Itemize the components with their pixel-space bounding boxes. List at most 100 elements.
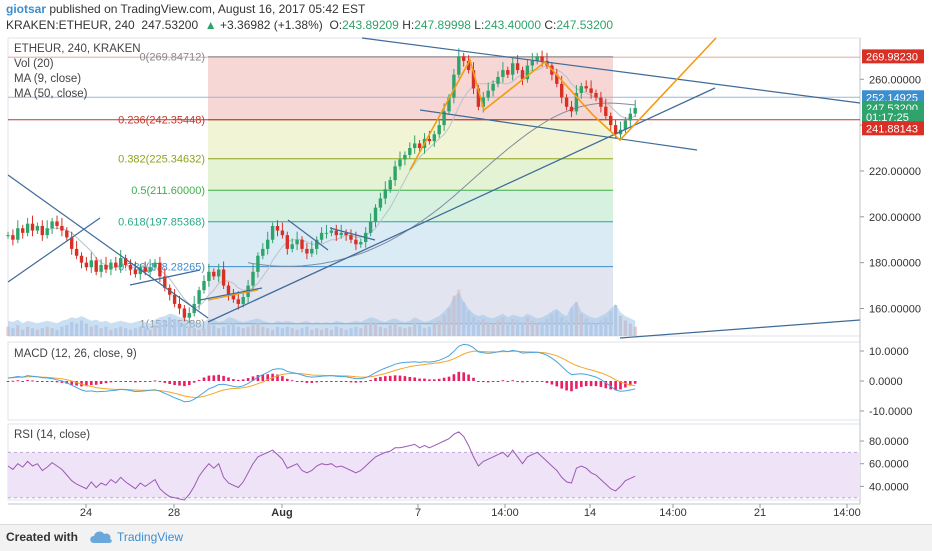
macd-histogram-bar (633, 381, 637, 384)
candle-body (525, 65, 530, 80)
macd-histogram-bar (521, 381, 524, 383)
price-tick-label: 220.00000 (869, 166, 921, 178)
macd-histogram-bar (408, 376, 412, 381)
time-tick-label: 14:00 (833, 507, 861, 519)
candle-body (403, 154, 407, 160)
candle-body (163, 276, 167, 288)
macd-histogram-bar (330, 381, 333, 382)
candle-body (109, 262, 113, 270)
created-with-label: Created with (6, 530, 79, 544)
macd-histogram-bar (428, 379, 431, 381)
flag-line (129, 269, 201, 286)
fibonacci-retracement[interactable]: 0(269.84712) 0.236(242.35448) 0.382(225.34… (8, 52, 860, 331)
macd-tick-label: -10.0000 (869, 406, 912, 418)
macd-histogram-bar (472, 377, 475, 381)
tradingview-link[interactable]: TradingView (117, 530, 184, 544)
candle-body (535, 56, 539, 61)
macd-histogram-bar (55, 381, 59, 383)
macd-histogram-bar (11, 380, 15, 382)
candle-body (177, 303, 182, 309)
candle-body (143, 267, 147, 272)
candle-body (202, 280, 206, 291)
macd-histogram-bar (511, 380, 514, 382)
candle-body (261, 248, 265, 256)
publish-info: published on TradingView.com, August 16,… (49, 2, 366, 16)
volume-bars (6, 289, 637, 336)
candle-body (354, 239, 358, 245)
candle-body (329, 230, 334, 233)
price-badge (862, 121, 924, 136)
rsi-tick-label: 40.0000 (869, 481, 909, 493)
publish-line: giotsar published on TradingView.com, Au… (6, 2, 365, 16)
macd-histogram-bar (163, 381, 167, 383)
candle-body (368, 221, 373, 233)
candle-body (466, 60, 471, 71)
candle-body (104, 264, 108, 270)
macd-histogram-bar (452, 374, 456, 381)
macd-histogram-bar (256, 375, 260, 381)
price-tick-label: 180.00000 (869, 258, 921, 270)
candle-body (633, 107, 637, 114)
high-label: H: (402, 18, 415, 32)
macd-histogram-bar (90, 381, 93, 386)
fib-level-label: 0.382(225.34632) (118, 154, 205, 166)
candle-body (158, 262, 162, 277)
price-badge-label: 241.88143 (866, 123, 918, 135)
candle-body (153, 262, 157, 268)
macd-histogram-bar (320, 381, 323, 382)
candle-body (437, 125, 441, 135)
candle-body (506, 70, 510, 75)
macd-histogram-bar (584, 381, 588, 387)
macd-histogram-bar (550, 381, 554, 385)
author-name[interactable]: giotsar (6, 2, 47, 16)
main-legend-item: ETHEUR, 240, KRAKEN (14, 43, 141, 55)
macd-histogram-bar (526, 381, 529, 382)
macd-histogram-bar (109, 381, 113, 383)
macd-histogram-bar (227, 377, 230, 381)
trend-drawings[interactable] (7, 37, 861, 339)
macd-histogram-bar (232, 379, 235, 381)
candle-body (226, 285, 231, 295)
candle-body (182, 308, 187, 318)
macd-histogram-bar (207, 375, 211, 381)
macd-histogram-bar (344, 381, 348, 382)
candle-body (295, 239, 299, 245)
candle-body (447, 97, 451, 112)
candle-body (148, 267, 152, 272)
macd-histogram-bar (202, 377, 206, 381)
price-change: +3.36982 (+1.38%) (220, 18, 323, 32)
candle-body (89, 260, 93, 268)
macd-histogram-bar (6, 381, 10, 382)
axes: 260.00000240.00000220.00000200.00000180.… (80, 49, 924, 519)
macd-histogram-bar (501, 380, 505, 382)
fib-level-label: 0.5(211.60000) (131, 185, 205, 197)
macd-histogram-bar (305, 381, 309, 383)
change-up-icon: ▲ (204, 18, 217, 32)
price-candles (6, 48, 637, 324)
chart-canvas[interactable]: 0(269.84712) 0.236(242.35448) 0.382(225.34… (0, 0, 932, 524)
candle-body (564, 97, 569, 107)
macd-histogram-bar (516, 381, 519, 382)
macd-histogram-bar (374, 378, 377, 381)
macd-histogram-bar (261, 374, 265, 381)
candle-body (393, 166, 397, 181)
projection-path (409, 37, 717, 171)
candle-body (584, 86, 588, 89)
candle-body (138, 267, 142, 275)
symbol-name: KRAKEN:ETHEUR, 240 (6, 18, 135, 32)
macd-histogram-bar (609, 381, 612, 390)
candle-body (275, 225, 280, 231)
resistance-trendline (361, 37, 861, 104)
candle-body (520, 70, 525, 80)
tradingview-cloud-icon (90, 531, 112, 543)
macd-tick-label: 0.0000 (869, 376, 903, 388)
candle-body (344, 232, 348, 236)
macd-histogram-bar (251, 376, 255, 381)
macd-histogram-bar (276, 374, 279, 381)
macd-histogram-bar (560, 381, 563, 389)
projection-stub (207, 289, 259, 301)
macd-histogram-bar (139, 381, 142, 382)
candle-body (319, 232, 324, 240)
candle-body (172, 294, 177, 304)
lower-channel-line (619, 319, 861, 339)
